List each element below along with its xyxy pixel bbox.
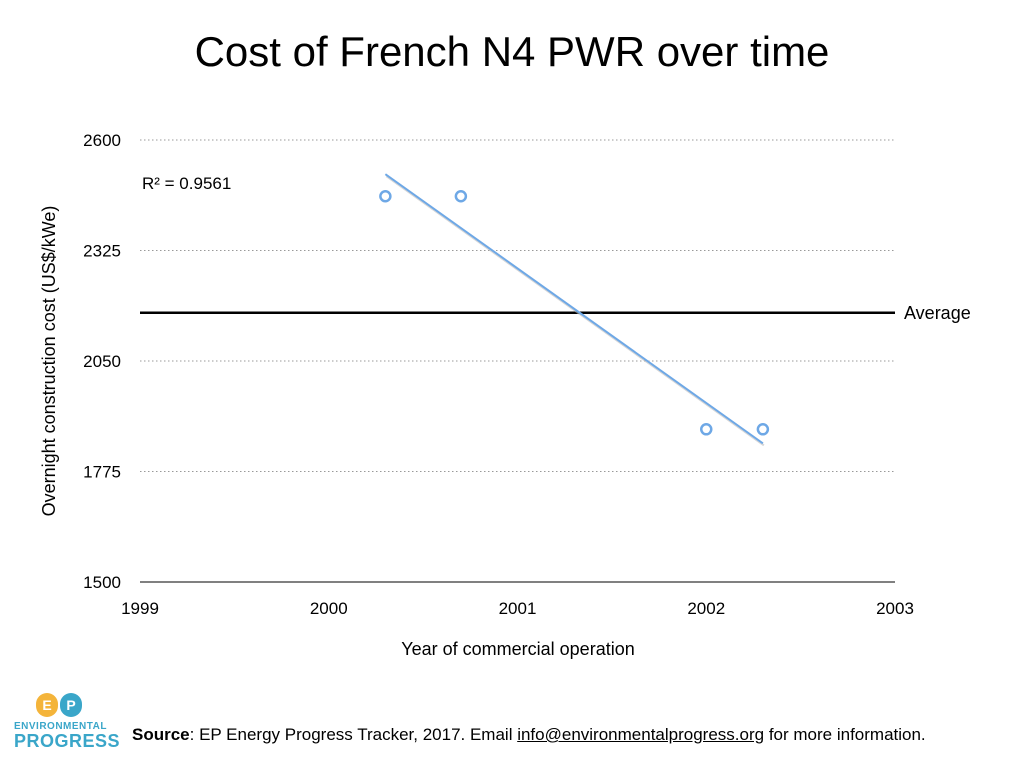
data-point-3: [700, 423, 713, 436]
data-point-4: [756, 423, 770, 436]
average-line-label: Average: [904, 303, 971, 323]
y-tick-1500: 1500: [83, 573, 121, 592]
trendline: [384, 173, 764, 445]
logo-line-2: PROGRESS: [14, 731, 121, 751]
source-footer: Source: EP Energy Progress Tracker, 2017…: [132, 725, 926, 745]
source-text: : EP Energy Progress Tracker, 2017. Emai…: [189, 725, 518, 744]
x-tick-2000: 2000: [310, 599, 348, 618]
y-axis-label: Overnight construction cost (US$/kWe): [39, 206, 59, 517]
y-tick-1775: 1775: [83, 463, 121, 482]
x-tick-1999: 1999: [121, 599, 159, 618]
data-point-2: [454, 190, 468, 203]
x-tick-2001: 2001: [499, 599, 537, 618]
ep-logo-icon: E P: [36, 693, 82, 717]
trendline-shadow: [385, 175, 765, 447]
chart-title: Cost of French N4 PWR over time: [194, 28, 830, 75]
email-link[interactable]: info@environmentalprogress.org: [517, 725, 765, 744]
logo-mark-e: E: [42, 697, 51, 713]
source-suffix: for more information.: [764, 725, 926, 744]
logo-line-1: ENVIRONMENTAL: [14, 721, 107, 732]
y-tick-2600: 2600: [83, 131, 121, 150]
data-point-1: [379, 190, 392, 203]
y-tick-2325: 2325: [83, 242, 121, 261]
r-squared-label: R² = 0.9561: [142, 174, 231, 193]
grid-lines: [140, 139, 895, 583]
source-label: Source: [132, 725, 190, 744]
environmental-progress-logo: E P ENVIRONMENTAL PROGRESS: [14, 693, 121, 751]
x-tick-2002: 2002: [687, 599, 725, 618]
logo-mark-p: P: [66, 697, 75, 713]
series: [140, 173, 895, 447]
y-tick-2050: 2050: [83, 352, 121, 371]
x-axis-label: Year of commercial operation: [401, 639, 634, 659]
x-tick-2003: 2003: [876, 599, 914, 618]
